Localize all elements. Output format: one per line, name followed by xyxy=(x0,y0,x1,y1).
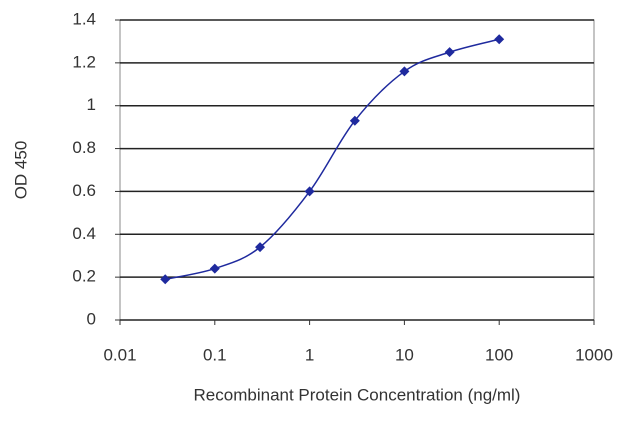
data-point xyxy=(494,34,505,45)
x-tick-label: 100 xyxy=(485,345,513,364)
data-point xyxy=(349,115,360,126)
y-tick-label: 0 xyxy=(87,309,96,328)
y-tick-label: 0.6 xyxy=(72,181,96,200)
y-tick-label: 0.4 xyxy=(72,224,96,243)
x-axis-label: Recombinant Protein Concentration (ng/ml… xyxy=(194,385,521,404)
x-tick-label: 1 xyxy=(305,345,314,364)
data-point xyxy=(209,263,220,274)
data-point xyxy=(399,66,410,77)
y-tick-label: 1.2 xyxy=(72,52,96,71)
y-tick-label: 0.8 xyxy=(72,138,96,157)
data-point xyxy=(444,47,455,58)
data-point xyxy=(255,242,266,253)
data-line xyxy=(165,38,500,281)
y-tick-label: 1 xyxy=(87,95,96,114)
x-tick-label: 10 xyxy=(395,345,414,364)
x-tick-label: 0.1 xyxy=(203,345,227,364)
y-tick-label: 1.4 xyxy=(72,9,96,28)
data-point xyxy=(160,274,171,285)
plot-area xyxy=(119,19,595,321)
x-tick-label: 0.01 xyxy=(103,345,136,364)
y-axis-label: OD 450 xyxy=(11,141,30,200)
data-point xyxy=(304,186,315,197)
y-tick-label: 0.2 xyxy=(72,267,96,286)
x-tick-label: 1000 xyxy=(575,345,613,364)
